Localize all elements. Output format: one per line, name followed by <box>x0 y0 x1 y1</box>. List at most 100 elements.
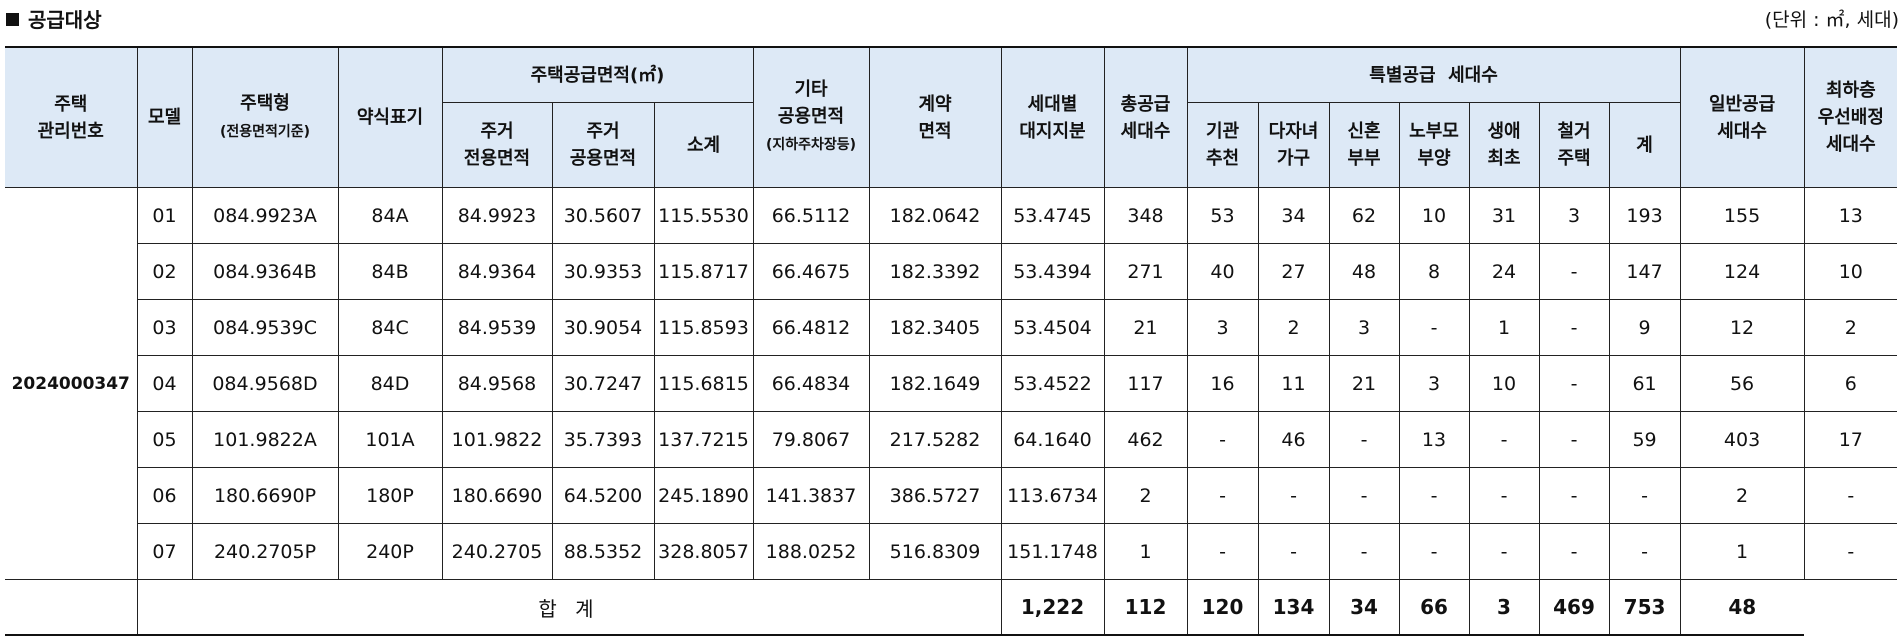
header-land: 세대별 대지지분 <box>1000 46 1105 188</box>
table-row: 02 084.9364B 84B 84.9364 30.9353 115.8717 66.4… <box>5 243 1898 300</box>
table-cell: 84B <box>337 243 443 300</box>
table-cell: 115.6815 <box>653 355 754 412</box>
table-cell: 245.1890 <box>653 467 754 524</box>
table-cell: 84.9568 <box>441 355 553 412</box>
table-cell: 84.9364 <box>441 243 553 300</box>
table-cell: 155 <box>1679 187 1805 244</box>
total-cell: 112 <box>1103 579 1188 636</box>
table-cell: 16 <box>1186 355 1259 412</box>
table-cell: 53.4504 <box>1000 299 1105 356</box>
supply-table: 주택 관리번호 모델 주택형 (전용면적기준) 약식표기 주택공급면적(㎡) 기타 공… <box>5 46 1898 636</box>
header-etc-common: 기타 공용면적 (지하주차장등) <box>752 46 870 188</box>
header-sp-parents: 노부모 부양 <box>1398 102 1470 188</box>
table-cell: 64.5200 <box>551 467 655 524</box>
table-cell: - <box>1328 467 1400 524</box>
table-cell: 07 <box>137 523 193 580</box>
table-cell: 02 <box>137 243 193 300</box>
table-cell: 10 <box>1468 355 1540 412</box>
table-cell: 53.4745 <box>1000 187 1105 244</box>
table-cell: 48 <box>1328 243 1400 300</box>
header-mgmt-no: 주택 관리번호 <box>5 46 138 188</box>
header-area-group: 주택공급면적(㎡) <box>441 46 754 103</box>
table-cell: - <box>1328 523 1400 580</box>
table-cell: 180.6690P <box>191 467 339 524</box>
table-cell: 6 <box>1803 355 1898 412</box>
header-sp-inst: 기관 추천 <box>1186 102 1259 188</box>
table-cell: 348 <box>1103 187 1188 244</box>
table-cell: 35.7393 <box>551 411 655 468</box>
total-cell: 1,222 <box>1000 579 1105 636</box>
header-sp-multi: 다자녀 가구 <box>1257 102 1330 188</box>
table-row: 05 101.9822A 101A 101.9822 35.7393 137.7215 79… <box>5 411 1898 468</box>
header-total-supply: 총공급 세대수 <box>1103 46 1188 188</box>
total-row: 합 계 1,222 112 120 134 34 66 3 469 753 48 <box>5 579 1897 636</box>
header-general: 일반공급 세대수 <box>1679 46 1805 188</box>
square-bullet-icon <box>6 13 19 26</box>
table-cell: - <box>1186 523 1259 580</box>
table-cell: 66.4834 <box>752 355 870 412</box>
unit-note: (단위 : ㎡, 세대) <box>1764 9 1899 31</box>
table-cell: 84C <box>337 299 443 356</box>
table-cell: 62 <box>1328 187 1400 244</box>
table-cell: 11 <box>1257 355 1330 412</box>
table-cell: 101.9822 <box>441 411 553 468</box>
table-cell: 84.9539 <box>441 299 553 356</box>
table-cell: 56 <box>1679 355 1805 412</box>
table-cell: 115.8717 <box>653 243 754 300</box>
table-cell: 2 <box>1103 467 1188 524</box>
table-cell: 084.9923A <box>191 187 339 244</box>
table-cell: 403 <box>1679 411 1805 468</box>
table-cell: 13 <box>1803 187 1898 244</box>
table-cell: - <box>1186 467 1259 524</box>
table-cell: 27 <box>1257 243 1330 300</box>
table-cell: - <box>1608 467 1681 524</box>
total-blank-cell <box>5 579 138 636</box>
table-cell: 24 <box>1468 243 1540 300</box>
table-cell: 10 <box>1398 187 1470 244</box>
table-cell: 64.1640 <box>1000 411 1105 468</box>
table-cell: 182.3405 <box>868 299 1002 356</box>
table-cell: 30.7247 <box>551 355 655 412</box>
total-label: 합 계 <box>136 579 1002 636</box>
table-cell: 10 <box>1803 243 1898 300</box>
table-body: 2024000347 01 084.9923A 84A 84.9923 30.5607 11… <box>5 187 1898 636</box>
header-sp-newlywed: 신혼 부부 <box>1328 102 1400 188</box>
table-cell: 188.0252 <box>752 523 870 580</box>
table-cell: 084.9364B <box>191 243 339 300</box>
table-cell: 101.9822A <box>191 411 339 468</box>
table-cell: 03 <box>137 299 193 356</box>
table-cell: 21 <box>1328 355 1400 412</box>
header-model: 모델 <box>136 46 193 188</box>
mgmt-id-cell: 2024000347 <box>5 187 138 580</box>
table-cell: 30.9054 <box>551 299 655 356</box>
table-cell: - <box>1538 355 1610 412</box>
header-area-excl: 주거 전용면적 <box>442 102 553 188</box>
table-cell: - <box>1468 467 1540 524</box>
table-cell: - <box>1538 467 1610 524</box>
table-cell: 3 <box>1328 299 1400 356</box>
table-cell: 46 <box>1257 411 1330 468</box>
table-cell: - <box>1257 467 1330 524</box>
total-cell: 3 <box>1468 579 1540 636</box>
table-cell: 61 <box>1608 355 1681 412</box>
table-cell: 217.5282 <box>868 411 1002 468</box>
table-cell: 84.9923 <box>441 187 553 244</box>
header-contract: 계약 면적 <box>868 46 1002 188</box>
table-cell: 193 <box>1608 187 1681 244</box>
section-title-text: 공급대상 <box>28 8 102 32</box>
header-lowest: 최하층 우선배정 세대수 <box>1803 46 1898 188</box>
table-cell: 3 <box>1538 187 1610 244</box>
table-cell: 04 <box>137 355 193 412</box>
table-row: 04 084.9568D 84D 84.9568 30.7247 115.6815 66.4… <box>5 355 1898 412</box>
table-cell: 9 <box>1608 299 1681 356</box>
table-cell: 115.8593 <box>653 299 754 356</box>
table-cell: - <box>1538 411 1610 468</box>
table-cell: - <box>1538 523 1610 580</box>
table-cell: - <box>1398 523 1470 580</box>
table-cell: 1 <box>1679 523 1805 580</box>
table-cell: 1 <box>1468 299 1540 356</box>
table-cell: 271 <box>1103 243 1188 300</box>
table-cell: 115.5530 <box>653 187 754 244</box>
header-special-group: 특별공급 세대수 <box>1186 46 1681 103</box>
total-cell: 753 <box>1608 579 1681 636</box>
